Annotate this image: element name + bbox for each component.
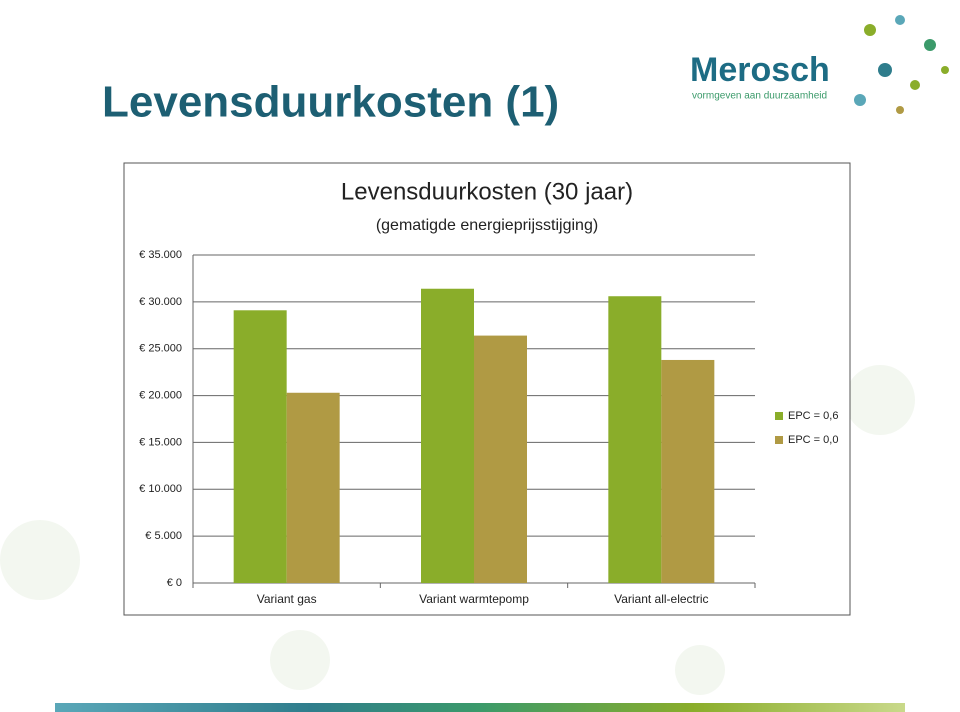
y-tick-label: € 30.000 bbox=[139, 296, 182, 308]
logo-tagline: vormgeven aan duurzaamheid bbox=[692, 91, 827, 102]
logo-decoration bbox=[854, 15, 949, 114]
y-tick-label: € 5.000 bbox=[145, 530, 182, 542]
background-decoration bbox=[0, 365, 915, 695]
bottom-strip bbox=[55, 703, 905, 712]
bar bbox=[421, 288, 474, 583]
bar bbox=[474, 335, 527, 583]
logo-name: Merosch bbox=[690, 51, 830, 89]
legend-label: EPC = 0,6 bbox=[788, 410, 838, 422]
y-tick-label: € 0 bbox=[167, 577, 182, 589]
chart-subtitle: (gematigde energieprijsstijging) bbox=[376, 217, 598, 234]
y-tick-label: € 10.000 bbox=[139, 483, 182, 495]
y-tick-label: € 20.000 bbox=[139, 389, 182, 401]
slide-title: Levensduurkosten (1) bbox=[102, 78, 559, 127]
y-tick-label: € 35.000 bbox=[139, 249, 182, 261]
bar bbox=[286, 392, 340, 583]
y-tick-label: € 25.000 bbox=[139, 343, 182, 355]
y-tick-label: € 15.000 bbox=[139, 436, 182, 448]
chart-title: Levensduurkosten (30 jaar) bbox=[341, 178, 633, 205]
x-tick-label: Variant all-electric bbox=[614, 592, 708, 606]
x-tick-label: Variant gas bbox=[257, 592, 317, 606]
legend-swatch bbox=[775, 412, 783, 420]
bar bbox=[608, 296, 662, 583]
legend-swatch bbox=[775, 436, 783, 444]
bar bbox=[233, 310, 287, 583]
legend-label: EPC = 0,0 bbox=[788, 434, 838, 446]
bar bbox=[661, 359, 715, 583]
x-tick-label: Variant warmtepomp bbox=[419, 592, 529, 606]
